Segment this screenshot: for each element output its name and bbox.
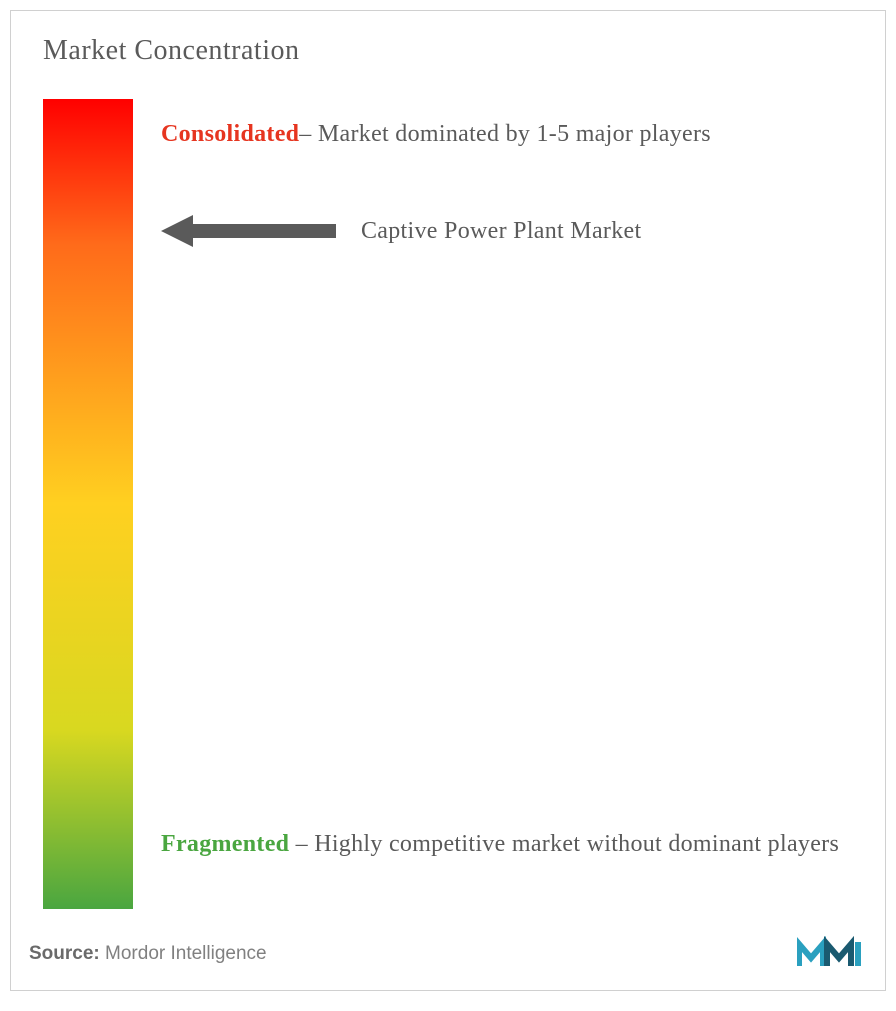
fragmented-text-block: Fragmented – Highly competitive market w… bbox=[161, 819, 845, 869]
market-name-label: Captive Power Plant Market bbox=[361, 218, 641, 245]
logo-m-left bbox=[799, 944, 823, 966]
concentration-gradient-bar bbox=[43, 99, 133, 909]
chart-title: Market Concentration bbox=[43, 35, 299, 67]
footer-row: Source: Mordor Intelligence bbox=[29, 936, 867, 972]
consolidated-label: Consolidated bbox=[161, 121, 299, 147]
gradient-rect bbox=[43, 99, 133, 909]
fragmented-label: Fragmented bbox=[161, 831, 289, 857]
fragmented-description: – Highly competitive market without domi… bbox=[289, 831, 839, 857]
infographic-container: Market Concentration Consolidated– Marke… bbox=[10, 10, 886, 991]
consolidated-text-block: Consolidated– Market dominated by 1-5 ma… bbox=[161, 109, 845, 159]
market-indicator-row: Captive Power Plant Market bbox=[161, 211, 641, 251]
logo-bar bbox=[855, 942, 861, 966]
arrow-left-icon bbox=[161, 211, 336, 251]
source-text: Source: Mordor Intelligence bbox=[29, 943, 267, 965]
arrow-shape bbox=[161, 215, 336, 247]
mordor-logo-icon bbox=[797, 936, 867, 972]
consolidated-description: – Market dominated by 1-5 major players bbox=[299, 121, 711, 147]
logo-m-right bbox=[827, 944, 851, 966]
source-label: Source: bbox=[29, 943, 100, 964]
source-value: Mordor Intelligence bbox=[105, 943, 267, 964]
